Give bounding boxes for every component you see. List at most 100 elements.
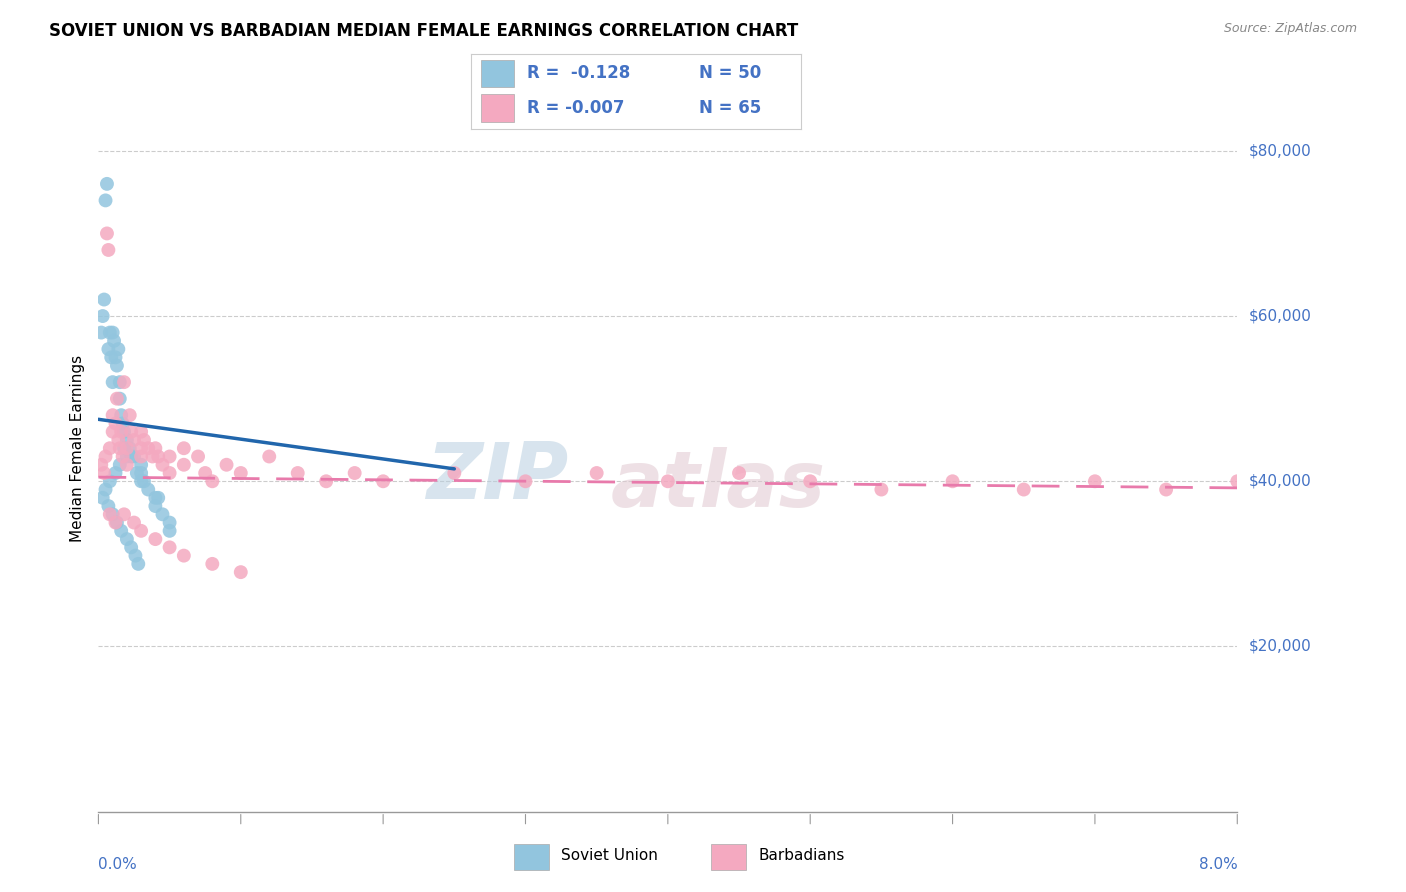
Point — [112, 375, 135, 389]
Y-axis label: Median Female Earnings: Median Female Earnings — [69, 355, 84, 541]
Point — [115, 532, 138, 546]
Point — [215, 458, 238, 472]
Point — [148, 450, 170, 464]
Point — [799, 475, 821, 489]
Point — [94, 194, 117, 208]
Point — [229, 466, 252, 480]
Text: atlas: atlas — [612, 448, 825, 524]
Point — [124, 549, 146, 563]
Point — [105, 392, 128, 406]
Point — [942, 475, 965, 489]
Point — [1012, 483, 1035, 497]
Point — [1154, 483, 1177, 497]
Text: $60,000: $60,000 — [1249, 309, 1312, 324]
Point — [343, 466, 366, 480]
Point — [657, 475, 679, 489]
Point — [515, 475, 537, 489]
Point — [101, 375, 124, 389]
Point — [201, 475, 224, 489]
Point — [108, 458, 131, 472]
Point — [101, 425, 124, 439]
Bar — [515, 844, 550, 870]
Point — [104, 466, 127, 480]
Bar — [481, 60, 515, 87]
Point — [136, 442, 159, 456]
Point — [96, 227, 118, 241]
Point — [97, 499, 120, 513]
Point — [129, 425, 152, 439]
Text: SOVIET UNION VS BARBADIAN MEDIAN FEMALE EARNINGS CORRELATION CHART: SOVIET UNION VS BARBADIAN MEDIAN FEMALE … — [49, 22, 799, 40]
Point — [1084, 475, 1107, 489]
Point — [129, 475, 152, 489]
Text: N = 65: N = 65 — [699, 99, 761, 117]
Point — [145, 442, 167, 456]
Point — [115, 458, 138, 472]
Text: $20,000: $20,000 — [1249, 639, 1312, 654]
Point — [105, 359, 128, 373]
Point — [110, 524, 132, 538]
Point — [159, 466, 181, 480]
Point — [173, 458, 195, 472]
Point — [194, 466, 217, 480]
Point — [127, 557, 149, 571]
Text: $80,000: $80,000 — [1249, 144, 1312, 158]
Point — [728, 466, 751, 480]
Point — [97, 342, 120, 356]
Point — [108, 442, 131, 456]
Point — [125, 466, 148, 480]
Text: 0.0%: 0.0% — [98, 857, 138, 872]
Point — [98, 442, 121, 456]
Point — [105, 516, 128, 530]
Point — [111, 450, 134, 464]
Point — [110, 408, 132, 422]
Bar — [711, 844, 747, 870]
Text: ZIP: ZIP — [426, 439, 568, 516]
Point — [129, 524, 152, 538]
Point — [108, 375, 131, 389]
Point — [173, 549, 195, 563]
Point — [112, 442, 135, 456]
Point — [148, 491, 170, 505]
Text: 8.0%: 8.0% — [1198, 857, 1237, 872]
Text: Barbadians: Barbadians — [758, 848, 845, 863]
Point — [107, 342, 129, 356]
Point — [141, 450, 163, 464]
Point — [120, 425, 142, 439]
Point — [129, 458, 152, 472]
Point — [111, 417, 134, 431]
Point — [110, 425, 132, 439]
Point — [103, 334, 125, 348]
Point — [870, 483, 893, 497]
Text: R = -0.007: R = -0.007 — [527, 99, 624, 117]
Point — [187, 450, 209, 464]
Text: $40,000: $40,000 — [1249, 474, 1312, 489]
Point — [101, 408, 124, 422]
Point — [145, 532, 167, 546]
Point — [118, 442, 141, 456]
Bar — [481, 95, 515, 122]
Point — [118, 408, 141, 422]
Point — [315, 475, 337, 489]
Point — [129, 442, 152, 456]
Point — [112, 508, 135, 522]
Point — [90, 458, 112, 472]
Point — [173, 442, 195, 456]
Point — [371, 475, 394, 489]
Point — [159, 524, 181, 538]
Point — [120, 450, 142, 464]
Point — [93, 466, 115, 480]
Text: Source: ZipAtlas.com: Source: ZipAtlas.com — [1223, 22, 1357, 36]
Point — [152, 508, 174, 522]
Point — [101, 508, 124, 522]
Text: Soviet Union: Soviet Union — [561, 848, 658, 863]
Point — [159, 450, 181, 464]
Point — [98, 508, 121, 522]
Point — [132, 475, 155, 489]
Point — [94, 483, 117, 497]
Point — [107, 433, 129, 447]
Text: N = 50: N = 50 — [699, 64, 761, 82]
Point — [112, 425, 135, 439]
Point — [152, 458, 174, 472]
Point — [145, 491, 167, 505]
Point — [104, 417, 127, 431]
